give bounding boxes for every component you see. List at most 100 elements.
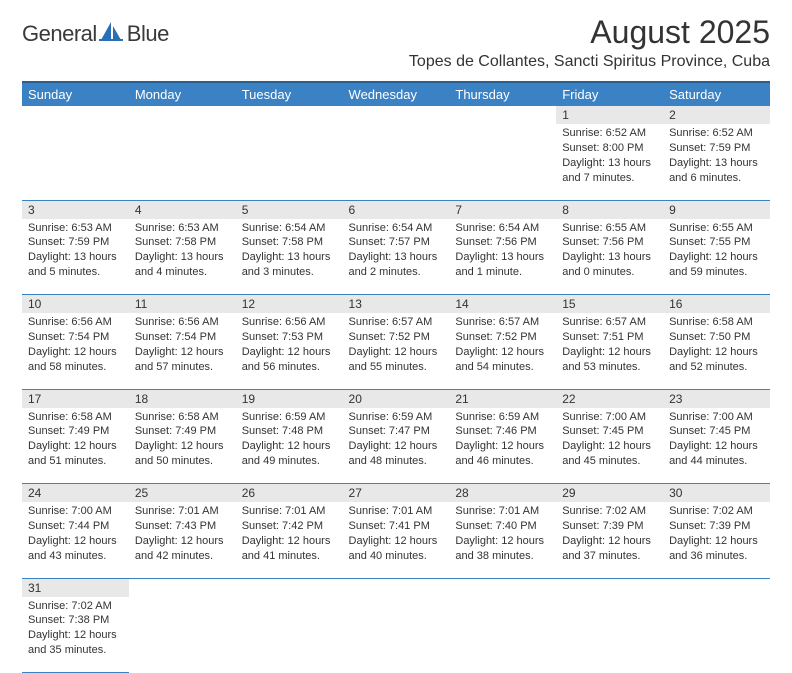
day-number-cell: 3 (22, 200, 129, 219)
daylight-text: Daylight: 12 hours and 37 minutes. (562, 534, 657, 564)
day-details: Sunrise: 6:55 AMSunset: 7:56 PMDaylight:… (556, 219, 663, 284)
day-details: Sunrise: 6:59 AMSunset: 7:47 PMDaylight:… (343, 408, 450, 473)
day-cell: Sunrise: 6:54 AMSunset: 7:57 PMDaylight:… (343, 219, 450, 295)
day-number-cell (556, 578, 663, 597)
day-details: Sunrise: 6:54 AMSunset: 7:57 PMDaylight:… (343, 219, 450, 284)
week-content-row: Sunrise: 6:52 AMSunset: 8:00 PMDaylight:… (22, 124, 770, 200)
day-number-cell (663, 578, 770, 597)
sunrise-text: Sunrise: 6:58 AM (28, 410, 123, 425)
sunset-text: Sunset: 7:47 PM (349, 424, 444, 439)
day-number-cell: 24 (22, 484, 129, 503)
day-number: 15 (556, 295, 663, 313)
day-details: Sunrise: 7:01 AMSunset: 7:43 PMDaylight:… (129, 502, 236, 567)
day-number-cell: 25 (129, 484, 236, 503)
day-details: Sunrise: 6:57 AMSunset: 7:51 PMDaylight:… (556, 313, 663, 378)
daylight-text: Daylight: 12 hours and 48 minutes. (349, 439, 444, 469)
day-number-cell: 27 (343, 484, 450, 503)
day-details: Sunrise: 7:02 AMSunset: 7:39 PMDaylight:… (663, 502, 770, 567)
day-number: 23 (663, 390, 770, 408)
daylight-text: Daylight: 12 hours and 46 minutes. (455, 439, 550, 469)
day-number: 22 (556, 390, 663, 408)
week-daynum-row: 24252627282930 (22, 484, 770, 503)
day-cell: Sunrise: 6:56 AMSunset: 7:53 PMDaylight:… (236, 313, 343, 389)
daylight-text: Daylight: 12 hours and 36 minutes. (669, 534, 764, 564)
day-cell (556, 597, 663, 673)
day-cell: Sunrise: 6:54 AMSunset: 7:58 PMDaylight:… (236, 219, 343, 295)
day-number: 11 (129, 295, 236, 313)
daylight-text: Daylight: 12 hours and 43 minutes. (28, 534, 123, 564)
month-title: August 2025 (409, 14, 770, 51)
day-number-cell: 8 (556, 200, 663, 219)
day-number: 7 (449, 201, 556, 219)
sunset-text: Sunset: 7:41 PM (349, 519, 444, 534)
day-number: 5 (236, 201, 343, 219)
sunrise-text: Sunrise: 6:53 AM (135, 221, 230, 236)
sunset-text: Sunset: 7:43 PM (135, 519, 230, 534)
sail-icon (99, 20, 125, 47)
day-details: Sunrise: 6:53 AMSunset: 7:59 PMDaylight:… (22, 219, 129, 284)
day-details: Sunrise: 6:52 AMSunset: 7:59 PMDaylight:… (663, 124, 770, 189)
sunrise-text: Sunrise: 6:52 AM (669, 126, 764, 141)
day-cell (22, 124, 129, 200)
day-details: Sunrise: 7:00 AMSunset: 7:45 PMDaylight:… (663, 408, 770, 473)
daylight-text: Daylight: 12 hours and 38 minutes. (455, 534, 550, 564)
day-cell: Sunrise: 7:00 AMSunset: 7:45 PMDaylight:… (556, 408, 663, 484)
day-cell: Sunrise: 6:56 AMSunset: 7:54 PMDaylight:… (22, 313, 129, 389)
sunset-text: Sunset: 7:58 PM (135, 235, 230, 250)
day-details: Sunrise: 6:53 AMSunset: 7:58 PMDaylight:… (129, 219, 236, 284)
sunrise-text: Sunrise: 6:57 AM (349, 315, 444, 330)
day-number-cell: 15 (556, 295, 663, 314)
sunrise-text: Sunrise: 6:56 AM (242, 315, 337, 330)
sunset-text: Sunset: 7:59 PM (28, 235, 123, 250)
daylight-text: Daylight: 12 hours and 54 minutes. (455, 345, 550, 375)
day-cell: Sunrise: 7:00 AMSunset: 7:44 PMDaylight:… (22, 502, 129, 578)
day-number: 6 (343, 201, 450, 219)
sunrise-text: Sunrise: 6:58 AM (669, 315, 764, 330)
sunset-text: Sunset: 7:49 PM (135, 424, 230, 439)
sunset-text: Sunset: 7:40 PM (455, 519, 550, 534)
daylight-text: Daylight: 12 hours and 35 minutes. (28, 628, 123, 658)
day-details: Sunrise: 6:59 AMSunset: 7:48 PMDaylight:… (236, 408, 343, 473)
daylight-text: Daylight: 12 hours and 55 minutes. (349, 345, 444, 375)
sunrise-text: Sunrise: 6:54 AM (349, 221, 444, 236)
day-cell (343, 597, 450, 673)
day-details: Sunrise: 6:57 AMSunset: 7:52 PMDaylight:… (449, 313, 556, 378)
daylight-text: Daylight: 12 hours and 40 minutes. (349, 534, 444, 564)
day-cell (236, 597, 343, 673)
sunrise-text: Sunrise: 7:01 AM (349, 504, 444, 519)
day-number: 26 (236, 484, 343, 502)
daylight-text: Daylight: 13 hours and 7 minutes. (562, 156, 657, 186)
day-cell: Sunrise: 7:01 AMSunset: 7:40 PMDaylight:… (449, 502, 556, 578)
day-cell: Sunrise: 6:59 AMSunset: 7:48 PMDaylight:… (236, 408, 343, 484)
week-content-row: Sunrise: 6:58 AM Sunset: 7:49 PM Daylight:… (22, 408, 770, 484)
day-details: Sunrise: 6:56 AMSunset: 7:54 PMDaylight:… (22, 313, 129, 378)
header: General Blue August 2025 Topes de Collan… (22, 14, 770, 75)
day-cell: Sunrise: 7:02 AMSunset: 7:38 PMDaylight:… (22, 597, 129, 673)
sunrise-text: Sunrise: 6:55 AM (669, 221, 764, 236)
day-number-cell: 29 (556, 484, 663, 503)
week-content-row: Sunrise: 7:00 AMSunset: 7:44 PMDaylight:… (22, 502, 770, 578)
sunrise-text: Sunrise: 6:54 AM (455, 221, 550, 236)
day-cell: Sunrise: 6:53 AMSunset: 7:58 PMDaylight:… (129, 219, 236, 295)
day-details: Sunrise: 6:58 AMSunset: 7:49 PMDaylight:… (22, 408, 129, 473)
day-details: Sunrise: 6:57 AMSunset: 7:52 PMDaylight:… (343, 313, 450, 378)
day-cell (129, 124, 236, 200)
day-number-cell: 17 (22, 389, 129, 408)
sunrise-text: Sunrise: 6:57 AM (455, 315, 550, 330)
day-cell (236, 124, 343, 200)
day-cell: Sunrise: 6:59 AMSunset: 7:47 PMDaylight:… (343, 408, 450, 484)
sunset-text: Sunset: 7:45 PM (669, 424, 764, 439)
day-number-cell (449, 106, 556, 124)
sunset-text: Sunset: 7:59 PM (669, 141, 764, 156)
week-content-row: Sunrise: 6:56 AMSunset: 7:54 PMDaylight:… (22, 313, 770, 389)
daylight-text: Daylight: 12 hours and 56 minutes. (242, 345, 337, 375)
day-cell: Sunrise: 7:00 AMSunset: 7:45 PMDaylight:… (663, 408, 770, 484)
sunrise-text: Sunrise: 6:59 AM (349, 410, 444, 425)
day-cell (449, 124, 556, 200)
logo: General Blue (22, 20, 169, 47)
sunrise-text: Sunrise: 7:00 AM (669, 410, 764, 425)
day-cell: Sunrise: 7:01 AMSunset: 7:42 PMDaylight:… (236, 502, 343, 578)
sunset-text: Sunset: 7:42 PM (242, 519, 337, 534)
day-details: Sunrise: 6:55 AMSunset: 7:55 PMDaylight:… (663, 219, 770, 284)
day-cell: Sunrise: 6:59 AMSunset: 7:46 PMDaylight:… (449, 408, 556, 484)
